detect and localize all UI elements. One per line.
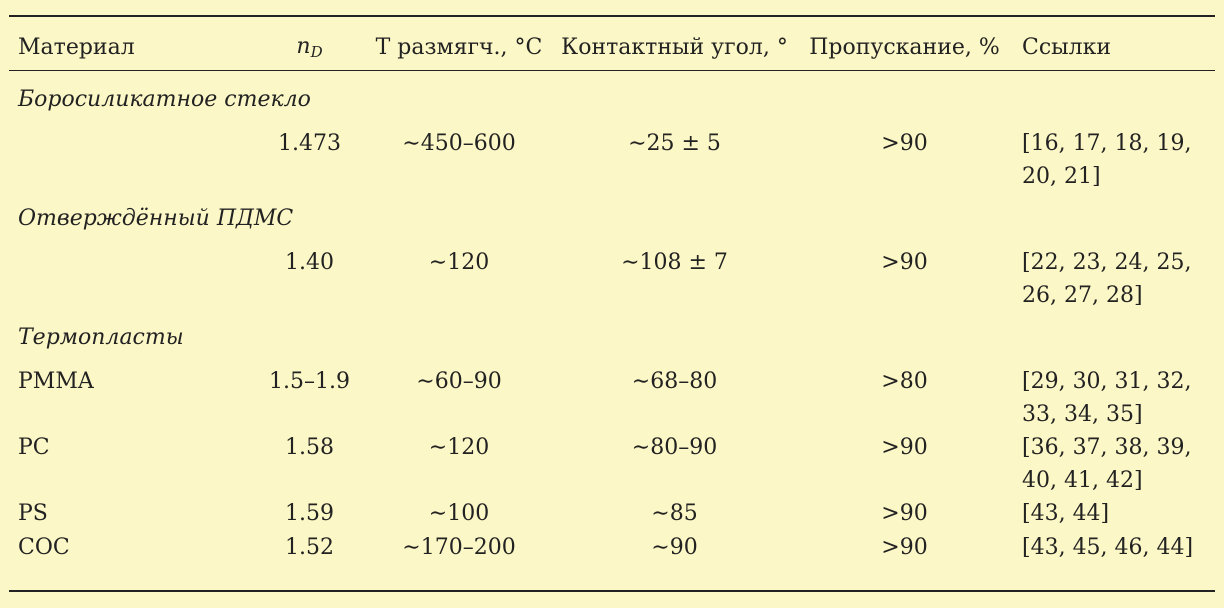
cell-contact-angle: ∼90 [651, 535, 698, 560]
cell-material [9, 127, 253, 193]
refs-line-2: 26, 27, 28] [1022, 283, 1143, 308]
cell-material: COC [18, 535, 70, 560]
header-transmission: Пропускание, % [809, 35, 1000, 60]
cell-softening: ∼60–90 [416, 369, 502, 394]
cell-softening: ∼100 [428, 501, 490, 526]
cell-contact-angle: ∼108 ± 7 [621, 250, 728, 275]
cell-refs: [29, 30, 31, 32, 33, 34, 35] [1012, 365, 1215, 431]
refs-line-1: [16, 17, 18, 19, [1022, 131, 1192, 156]
header-row: Материал nD T размягч., °C Контактный уг… [9, 17, 1215, 74]
refs-line-1: [29, 30, 31, 32, [1022, 369, 1192, 394]
table-row: COC 1.52 ∼170–200 ∼90 >90 [43, 45, 46, 4… [9, 531, 1215, 569]
group-row: Отверждённый ПДМС [9, 193, 1215, 246]
cell-nd: 1.58 [285, 435, 334, 460]
cell-transmission: >90 [881, 250, 928, 275]
table-row: PS 1.59 ∼100 ∼85 >90 [43, 44] [9, 497, 1215, 531]
cell-material: PC [18, 435, 50, 460]
cell-softening: ∼450–600 [402, 131, 516, 156]
refs-line-2: 20, 21] [1022, 164, 1101, 189]
refs-line-2: 33, 34, 35] [1022, 402, 1143, 427]
header-contact-angle: Контактный угол, ° [561, 35, 788, 60]
group-title: Термопласты [18, 325, 184, 350]
materials-table: Материал nD T размягч., °C Контактный уг… [9, 17, 1215, 569]
cell-transmission: >90 [881, 131, 928, 156]
cell-softening: ∼120 [428, 435, 490, 460]
header-material: Материал [18, 35, 135, 60]
cell-refs: [36, 37, 38, 39, 40, 41, 42] [1012, 431, 1215, 497]
table-row: 1.473 ∼450–600 ∼25 ± 5 >90 [16, 17, 18, … [9, 127, 1215, 193]
cell-refs: [22, 23, 24, 25, 26, 27, 28] [1012, 246, 1215, 312]
cell-transmission: >90 [881, 435, 928, 460]
refs-line-1: [22, 23, 24, 25, [1022, 250, 1192, 275]
table-row: PMMA 1.5–1.9 ∼60–90 ∼68–80 >80 [29, 30, … [9, 365, 1215, 431]
cell-transmission: >90 [881, 535, 928, 560]
cell-nd: 1.52 [285, 535, 334, 560]
table-row: PC 1.58 ∼120 ∼80–90 >90 [36, 37, 38, 39,… [9, 431, 1215, 497]
cell-nd: 1.5–1.9 [269, 369, 350, 394]
cell-refs: [43, 45, 46, 44] [1022, 535, 1194, 560]
header-nd-sub: D [310, 43, 323, 61]
cell-material: PS [18, 501, 48, 526]
bottom-rule [9, 590, 1215, 592]
cell-nd: 1.40 [285, 250, 334, 275]
refs-line-1: [36, 37, 38, 39, [1022, 435, 1192, 460]
header-refs: Ссылки [1022, 35, 1112, 60]
group-title: Боросиликатное стекло [18, 87, 311, 112]
header-rule [9, 70, 1215, 72]
refs-line-2: 40, 41, 42] [1022, 468, 1143, 493]
header-nd-base: n [296, 34, 311, 59]
cell-refs: [43, 44] [1022, 501, 1110, 526]
group-row: Термопласты [9, 312, 1215, 365]
cell-transmission: >80 [881, 369, 928, 394]
top-rule [9, 15, 1215, 17]
cell-material: PMMA [18, 369, 94, 394]
cell-contact-angle: ∼25 ± 5 [628, 131, 721, 156]
cell-contact-angle: ∼85 [651, 501, 698, 526]
cell-nd: 1.59 [285, 501, 334, 526]
group-row: Боросиликатное стекло [9, 74, 1215, 127]
header-softening: T размягч., °C [375, 35, 543, 60]
cell-contact-angle: ∼80–90 [631, 435, 718, 460]
cell-softening: ∼170–200 [402, 535, 516, 560]
cell-contact-angle: ∼68–80 [631, 369, 718, 394]
table-row: 1.40 ∼120 ∼108 ± 7 >90 [22, 23, 24, 25, 2… [9, 246, 1215, 312]
cell-refs: [16, 17, 18, 19, 20, 21] [1012, 127, 1215, 193]
cell-transmission: >90 [881, 501, 928, 526]
header-refractive-index: nD [253, 17, 366, 74]
cell-material [9, 246, 253, 312]
cell-softening: ∼120 [428, 250, 490, 275]
group-title: Отверждённый ПДМС [18, 206, 294, 231]
cell-nd: 1.473 [278, 131, 341, 156]
